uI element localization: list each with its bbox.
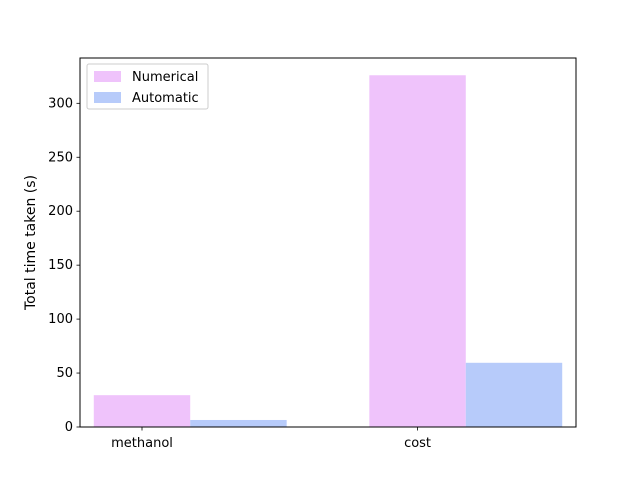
y-axis-label: Total time taken (s) (23, 175, 39, 311)
bar-numerical-cost (369, 75, 466, 428)
y-tick-label: 0 (65, 420, 73, 435)
bar-numerical-methanol (93, 395, 191, 427)
x-tick-label: cost (404, 436, 431, 451)
y-tick-label: 250 (48, 150, 73, 165)
y-axis: 0 50 100 150 200 250 300 (48, 96, 80, 435)
legend-label-numerical: Numerical (132, 70, 198, 85)
y-tick-label: 50 (56, 366, 73, 381)
bar-automatic-cost (465, 362, 563, 427)
legend-label-automatic: Automatic (132, 91, 199, 106)
y-tick-label: 150 (48, 258, 73, 273)
y-tick-label: 200 (48, 204, 73, 219)
x-tick-label: methanol (111, 436, 173, 451)
bars-group (93, 75, 563, 428)
legend-swatch-automatic (94, 92, 121, 103)
x-axis: methanol cost (111, 427, 431, 451)
y-tick-label: 300 (48, 96, 73, 111)
legend-swatch-numerical (94, 71, 121, 82)
bar-automatic-methanol (190, 419, 287, 427)
y-tick-label: 100 (48, 312, 73, 327)
plot-frame (79, 57, 577, 428)
legend: Numerical Automatic (86, 63, 209, 110)
